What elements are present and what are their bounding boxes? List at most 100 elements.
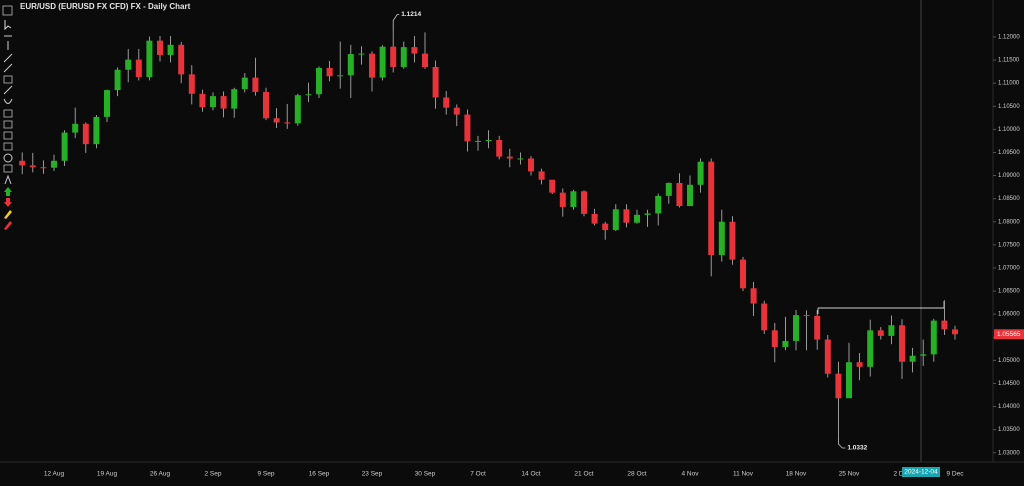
- candle-body: [29, 165, 36, 168]
- y-tick-label: 1.09000: [998, 173, 1020, 179]
- candle-body: [252, 77, 259, 92]
- tool-button[interactable]: [4, 221, 12, 230]
- candle-body: [19, 160, 26, 166]
- x-tick-label: 2 Sep: [205, 471, 222, 478]
- candle-body: [835, 373, 842, 399]
- x-tick-label: 16 Sep: [309, 471, 330, 478]
- candle-body: [899, 325, 905, 362]
- tool-button[interactable]: [3, 131, 13, 140]
- candle-body: [591, 213, 598, 224]
- y-tick-label: 1.04000: [998, 404, 1020, 410]
- candle-body: [793, 315, 799, 341]
- x-tick-label: 12 Aug: [44, 471, 65, 478]
- x-tick-label: 28 Oct: [627, 471, 646, 478]
- candle-body: [135, 59, 142, 78]
- tool-button[interactable]: [4, 20, 12, 31]
- drawing-toolbar[interactable]: [2, 5, 13, 230]
- candle-body: [294, 95, 301, 124]
- candle-body: [273, 118, 280, 123]
- x-tick-label: 4 Nov: [682, 471, 700, 478]
- tool-button[interactable]: [3, 109, 13, 118]
- x-tick-label: 9 Dec: [947, 471, 965, 478]
- candle-body: [697, 161, 704, 185]
- candle-body: [316, 67, 322, 95]
- high-annotation: 1.1214: [401, 11, 421, 18]
- x-tick-label: 26 Aug: [150, 471, 171, 478]
- y-tick-label: 1.10500: [998, 104, 1020, 110]
- tool-button[interactable]: [3, 98, 13, 104]
- candle-body: [231, 89, 238, 109]
- candle-body: [824, 339, 831, 374]
- candle-body: [782, 340, 789, 347]
- x-tick-label: 25 Nov: [839, 471, 860, 478]
- tool-button[interactable]: [4, 210, 12, 219]
- candle-body: [676, 182, 683, 207]
- candle-body: [559, 192, 566, 207]
- candle-body: [93, 116, 100, 145]
- candle-body: [146, 40, 153, 78]
- candle-body: [358, 53, 365, 55]
- candle-body: [867, 330, 874, 367]
- tool-button[interactable]: [4, 198, 12, 207]
- crosshair-tag: [902, 467, 940, 477]
- tool-button[interactable]: [4, 187, 12, 196]
- candle-body: [771, 330, 778, 347]
- candle-body: [846, 362, 852, 399]
- candle-body: [82, 123, 89, 145]
- tool-button[interactable]: [3, 164, 13, 173]
- tool-button[interactable]: [3, 75, 13, 84]
- tool-button[interactable]: [3, 120, 13, 129]
- candle-body: [61, 132, 68, 161]
- candle-body: [422, 53, 428, 67]
- candle-body: [655, 195, 662, 214]
- candle-body: [644, 213, 651, 215]
- y-tick-label: 1.03500: [998, 427, 1020, 433]
- y-tick-label: 1.05000: [998, 358, 1020, 364]
- candle-body: [337, 75, 344, 77]
- y-tick-label: 1.07000: [998, 266, 1020, 272]
- candle-body: [400, 47, 407, 67]
- candle-body: [750, 288, 757, 304]
- candle-body: [888, 325, 895, 336]
- candle-body: [814, 316, 821, 340]
- tool-button[interactable]: [3, 53, 13, 63]
- tool-button[interactable]: [3, 142, 13, 151]
- candle-body: [612, 209, 619, 231]
- tool-button[interactable]: [3, 85, 13, 95]
- candle-body: [210, 96, 216, 108]
- x-tick-label: 30 Sep: [415, 471, 436, 478]
- tool-button[interactable]: [4, 174, 12, 185]
- candle-body: [920, 354, 927, 356]
- candle-body: [538, 171, 545, 180]
- candle-body: [549, 179, 556, 193]
- candle-body: [305, 94, 312, 96]
- candle-body: [909, 355, 916, 362]
- candle-body: [581, 191, 587, 214]
- candle-body: [856, 362, 863, 367]
- y-tick-label: 1.09500: [998, 150, 1020, 156]
- tool-button[interactable]: [3, 153, 13, 163]
- candle-body: [114, 69, 121, 91]
- x-tick-label: 21 Oct: [574, 471, 593, 478]
- x-tick-label: 11 Nov: [733, 471, 754, 478]
- candle-body: [453, 107, 460, 115]
- chart-title: EUR/USD (EURUSD FX CFD) FX - Daily Chart: [20, 2, 191, 11]
- candle-body: [740, 259, 746, 289]
- candle-body: [634, 214, 640, 223]
- x-tick-label: 19 Aug: [97, 471, 118, 478]
- tool-button[interactable]: [2, 5, 13, 16]
- candle-body: [178, 44, 185, 75]
- candle-body: [952, 329, 958, 335]
- candle-body: [72, 123, 79, 133]
- candle-body: [443, 97, 450, 108]
- candle-body: [263, 91, 269, 119]
- candle-body: [51, 160, 57, 168]
- tool-button[interactable]: [3, 63, 13, 73]
- candle-body: [729, 221, 736, 260]
- x-tick-label: 14 Oct: [521, 471, 540, 478]
- annotation-leader: [392, 14, 400, 31]
- x-tick-label: 18 Nov: [786, 471, 807, 478]
- x-tick-label: 9 Sep: [258, 471, 275, 478]
- y-tick-label: 1.07500: [998, 242, 1020, 248]
